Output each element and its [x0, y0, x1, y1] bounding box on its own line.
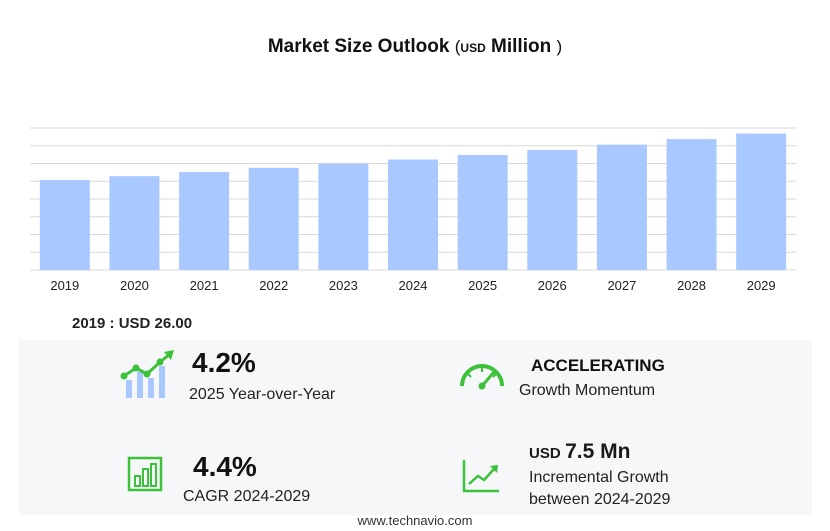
growth-chart-icon [120, 350, 174, 398]
bar-2019 [39, 179, 90, 270]
chart-title: Market Size Outlook (USD Million ) [0, 36, 830, 58]
x-tick-2023: 2023 [329, 278, 358, 293]
bar-chart: 2019 2020 2021 2022 2023 2024 2025 2026 2027 2028… [30, 127, 796, 293]
bar-2027 [596, 144, 647, 270]
x-tick-2028: 2028 [677, 278, 706, 293]
x-tick-2021: 2021 [190, 278, 219, 293]
bar-2022 [248, 167, 299, 270]
yoy-value: 4.2% [192, 347, 256, 378]
x-tick-2024: 2024 [399, 278, 428, 293]
speedometer-icon [460, 364, 504, 390]
incremental-value: USD 7.5 Mn [529, 440, 630, 464]
cagr-label: CAGR 2024-2029 [183, 488, 311, 505]
bar-2020 [109, 176, 160, 270]
title-paren-open: ( [454, 37, 461, 56]
yoy-label: 2025 Year-over-Year [189, 386, 336, 403]
title-main: Market Size Outlook [267, 36, 450, 57]
x-tick-2027: 2027 [607, 278, 636, 293]
base-year-value: 2019 : USD 26.00 [72, 315, 192, 332]
bar-2028 [666, 139, 717, 270]
incremental-label-2: between 2024-2029 [529, 491, 671, 508]
footer-url: www.technavio.com [357, 513, 473, 528]
x-tick-2020: 2020 [120, 278, 149, 293]
chart-x-tick-labels: 2019 2020 2021 2022 2023 2024 2025 2026 2027 2028… [50, 278, 775, 293]
title-paren-close: ) [556, 37, 563, 56]
base-value: 26.00 [154, 315, 193, 332]
bar-chart-icon [127, 456, 163, 492]
incremental-label-1: Incremental Growth [529, 469, 669, 486]
x-tick-2022: 2022 [259, 278, 288, 293]
bar-2029 [736, 133, 787, 270]
momentum-value: ACCELERATING [531, 356, 665, 375]
chart-bars [39, 133, 787, 270]
x-tick-2026: 2026 [538, 278, 567, 293]
incremental-prefix: USD [529, 445, 561, 462]
cagr-value: 4.4% [193, 451, 257, 482]
bar-2026 [527, 149, 578, 270]
momentum-label: Growth Momentum [519, 382, 656, 399]
title-unit-main: Million [491, 36, 552, 57]
bar-2021 [179, 171, 230, 270]
incremental-amount: 7.5 Mn [565, 440, 631, 463]
base-label: 2019 : USD [72, 315, 151, 332]
trend-up-icon [462, 460, 499, 493]
x-tick-2019: 2019 [50, 278, 79, 293]
title-unit-small: USD [460, 41, 486, 55]
bar-2025 [457, 155, 508, 270]
x-tick-2029: 2029 [747, 278, 776, 293]
bar-2024 [388, 159, 438, 270]
bar-2023 [318, 163, 369, 270]
x-tick-2025: 2025 [468, 278, 497, 293]
